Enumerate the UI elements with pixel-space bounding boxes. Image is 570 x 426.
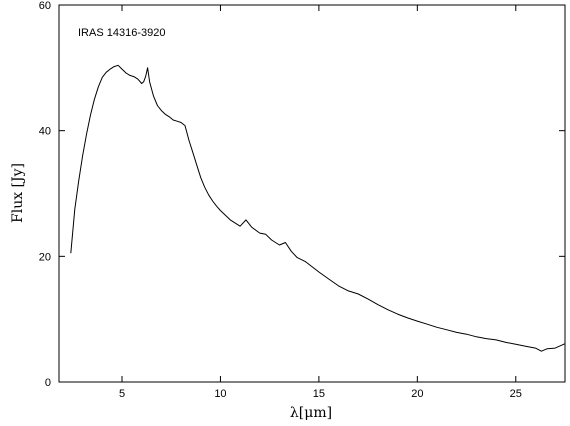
flux-series-line	[70, 64, 566, 352]
x-tick-label: 20	[411, 388, 423, 400]
y-tick-label: 60	[39, 0, 51, 12]
x-axis-ticks: 5 10 15 20 25	[119, 5, 522, 400]
y-axis-ticks: 0 20 40 60	[39, 0, 565, 389]
x-axis-title: λ[μm]	[290, 405, 332, 421]
object-annotation: IRAS 14316-3920	[78, 27, 165, 39]
x-tick-label: 5	[119, 388, 125, 400]
x-tick-label: 15	[313, 388, 325, 400]
y-axis-title: Flux [Jy]	[10, 163, 26, 223]
x-tick-label: 10	[214, 388, 226, 400]
plot-frame	[58, 4, 566, 383]
x-tick-label: 25	[510, 388, 522, 400]
y-tick-label: 20	[39, 251, 51, 263]
y-tick-label: 0	[45, 377, 51, 389]
y-tick-label: 40	[39, 126, 51, 138]
